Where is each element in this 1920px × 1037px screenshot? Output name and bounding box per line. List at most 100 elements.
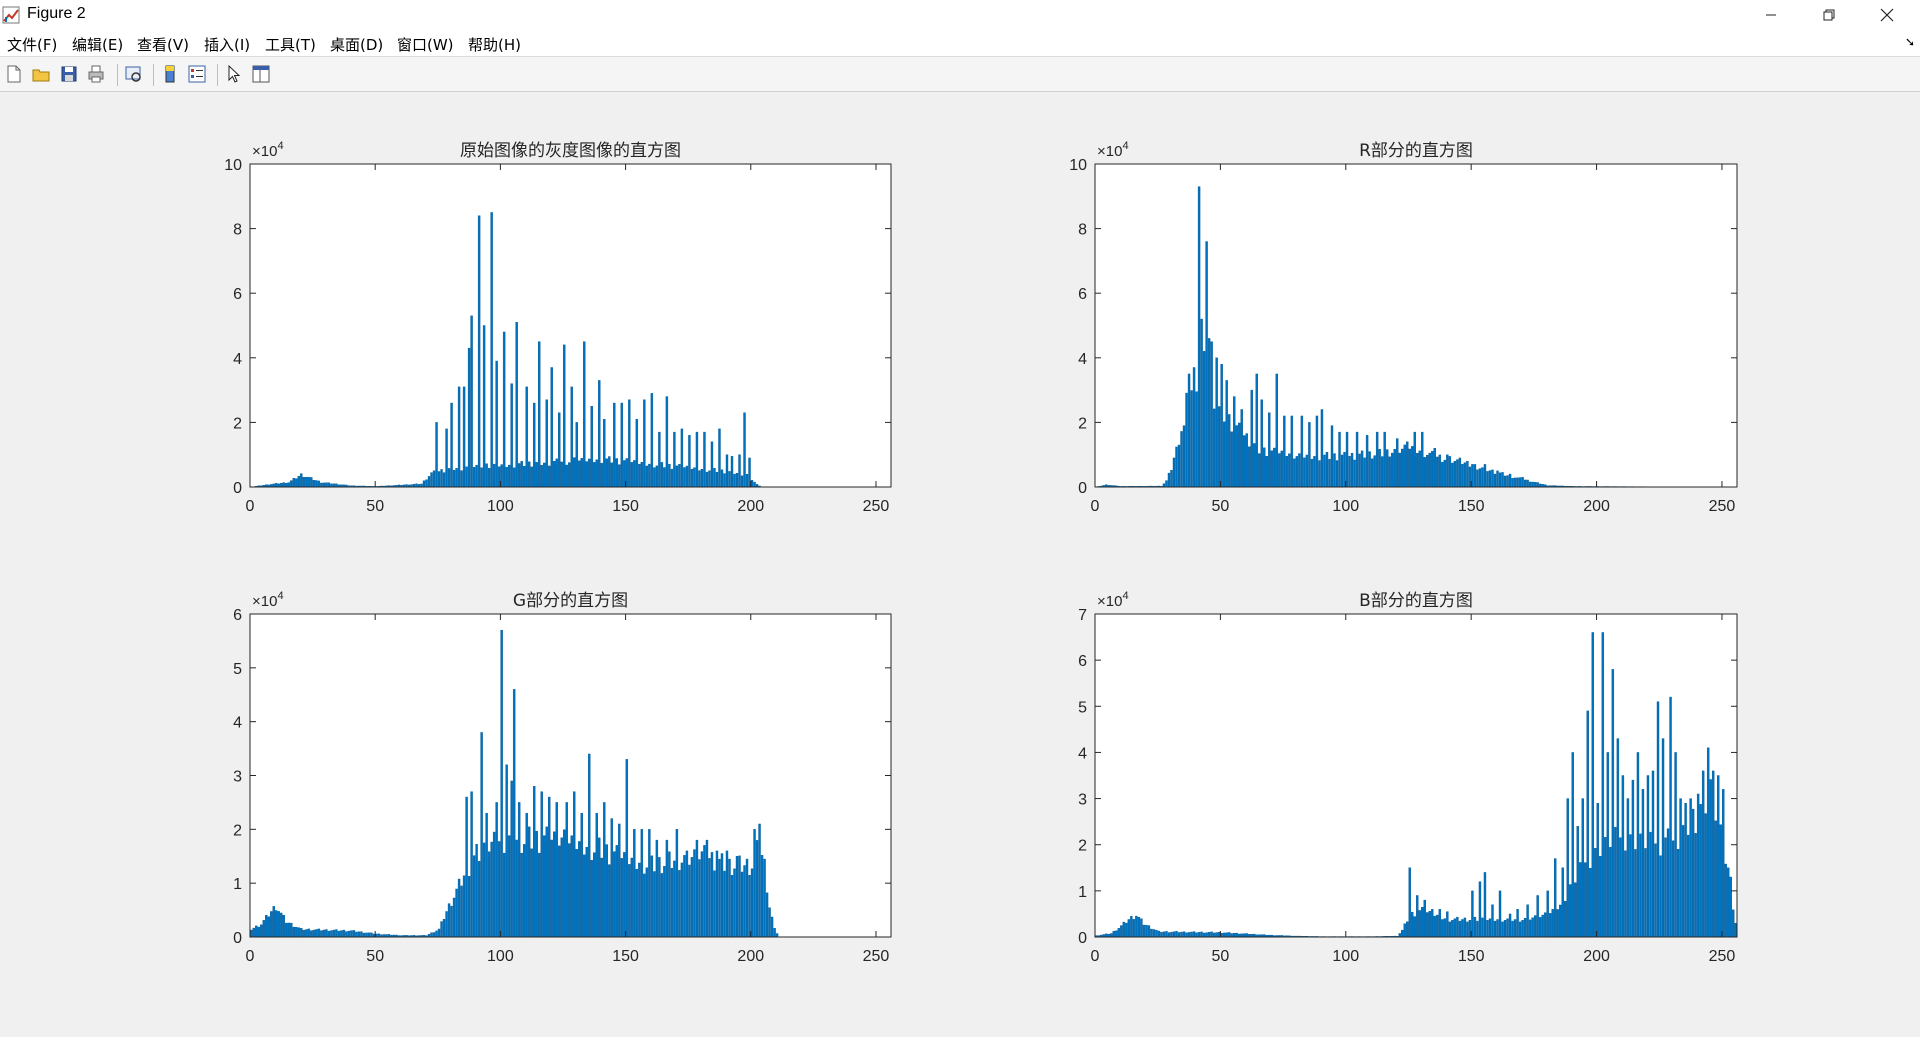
histogram-bar	[1399, 453, 1401, 487]
y-tick-label: 5	[233, 661, 242, 678]
histogram-bar	[1145, 925, 1147, 937]
y-tick-label: 3	[233, 769, 242, 786]
histogram-bar	[1208, 932, 1210, 937]
histogram-bar	[1163, 932, 1165, 937]
histogram-bar	[1539, 917, 1541, 937]
histogram-bar	[1344, 452, 1346, 487]
histogram-bar	[541, 792, 543, 937]
menu-tools[interactable]: 工具(T)	[265, 34, 316, 55]
open-icon[interactable]	[31, 64, 51, 84]
x-tick-label: 200	[1583, 498, 1610, 515]
histogram-bar	[1316, 416, 1318, 487]
histogram-bar	[1692, 809, 1694, 937]
histogram-bar	[741, 872, 743, 937]
pointer-icon[interactable]	[224, 64, 244, 84]
histogram-bar	[1238, 423, 1240, 487]
histogram-bar	[1414, 917, 1416, 937]
histogram-bar	[1216, 358, 1218, 487]
print-preview-icon[interactable]	[123, 64, 143, 84]
histogram-bar	[1404, 445, 1406, 487]
axes-background	[250, 164, 891, 487]
y-tick-label: 4	[233, 351, 242, 368]
histogram-bar	[1233, 397, 1235, 487]
histogram-bar	[1188, 374, 1190, 487]
histogram-bar	[1690, 799, 1692, 937]
histogram-bar	[546, 400, 548, 487]
histogram-bar	[618, 824, 620, 937]
print-icon[interactable]	[86, 64, 106, 84]
histogram-bar	[1599, 856, 1601, 937]
restore-button[interactable]	[1800, 0, 1858, 30]
histogram-bar	[1464, 463, 1466, 487]
y-tick-label: 2	[1078, 415, 1087, 432]
histogram-bar	[698, 471, 700, 487]
histogram-bar	[433, 471, 435, 487]
histogram-bar	[688, 435, 690, 487]
property-editor-icon[interactable]	[251, 64, 271, 84]
histogram-bar	[1228, 414, 1230, 487]
histogram-bar	[441, 469, 443, 487]
histogram-bar	[493, 464, 495, 487]
histogram-bar	[250, 930, 252, 937]
histogram-bar	[1584, 863, 1586, 937]
menu-edit[interactable]: 编辑(E)	[72, 34, 123, 55]
menu-insert[interactable]: 插入(I)	[204, 34, 250, 55]
histogram-bar	[1364, 458, 1366, 487]
minimize-button[interactable]	[1742, 0, 1800, 30]
histogram-bar	[1514, 478, 1516, 487]
menu-desktop[interactable]: 桌面(D)	[330, 34, 383, 55]
histogram-bar	[1236, 426, 1238, 487]
histogram-bar	[1148, 926, 1150, 937]
histogram-bar	[616, 845, 618, 937]
histogram-bar	[323, 483, 325, 487]
histogram-bar	[1125, 923, 1127, 937]
histogram-bar	[1170, 470, 1172, 487]
histogram-bar	[255, 926, 257, 937]
histogram-bar	[691, 857, 693, 937]
minimize-icon	[1765, 9, 1777, 21]
histogram-bar	[1461, 919, 1463, 937]
histogram-bar	[556, 459, 558, 487]
histogram-bar	[471, 792, 473, 937]
histogram-bar	[1637, 752, 1639, 937]
histogram-bar	[446, 911, 448, 937]
histogram-bar	[1208, 338, 1210, 487]
new-figure-icon[interactable]	[4, 64, 24, 84]
menu-file[interactable]: 文件(F)	[7, 34, 57, 55]
colorbar-icon[interactable]	[160, 64, 180, 84]
histogram-bar	[298, 928, 300, 937]
histogram-bar	[1248, 447, 1250, 487]
histogram-bar	[1414, 432, 1416, 487]
y-tick-label: 3	[1078, 792, 1087, 809]
histogram-bar	[561, 462, 563, 487]
histogram-bar	[749, 875, 751, 937]
menu-view[interactable]: 查看(V)	[137, 34, 189, 55]
histogram-bar	[1128, 919, 1130, 937]
menu-window[interactable]: 窗口(W)	[397, 34, 454, 55]
histogram-bar	[1168, 473, 1170, 487]
histogram-bar	[328, 931, 330, 937]
histogram-bar	[471, 316, 473, 487]
x-tick-label: 250	[863, 498, 890, 515]
histogram-bar	[1502, 922, 1504, 937]
dock-arrow-icon[interactable]: ➘	[1905, 35, 1915, 49]
histogram-bar	[759, 824, 761, 937]
histogram-bar	[330, 931, 332, 937]
legend-icon[interactable]	[187, 64, 207, 84]
histogram-bar	[658, 432, 660, 487]
histogram-bar	[623, 460, 625, 487]
histogram-bar	[1680, 799, 1682, 937]
histogram-bar	[1201, 932, 1203, 937]
histogram-bar	[355, 932, 357, 937]
histogram-bar	[1436, 915, 1438, 937]
title-bar: Figure 2	[0, 0, 1920, 30]
x-tick-label: 50	[366, 948, 384, 965]
menu-help[interactable]: 帮助(H)	[468, 34, 521, 55]
histogram-bar	[656, 840, 658, 937]
histogram-bar	[693, 468, 695, 487]
save-icon[interactable]	[59, 64, 79, 84]
histogram-bar	[305, 477, 307, 487]
histogram-bar	[310, 477, 312, 487]
histogram-bar	[1396, 439, 1398, 487]
close-button[interactable]	[1858, 0, 1916, 30]
